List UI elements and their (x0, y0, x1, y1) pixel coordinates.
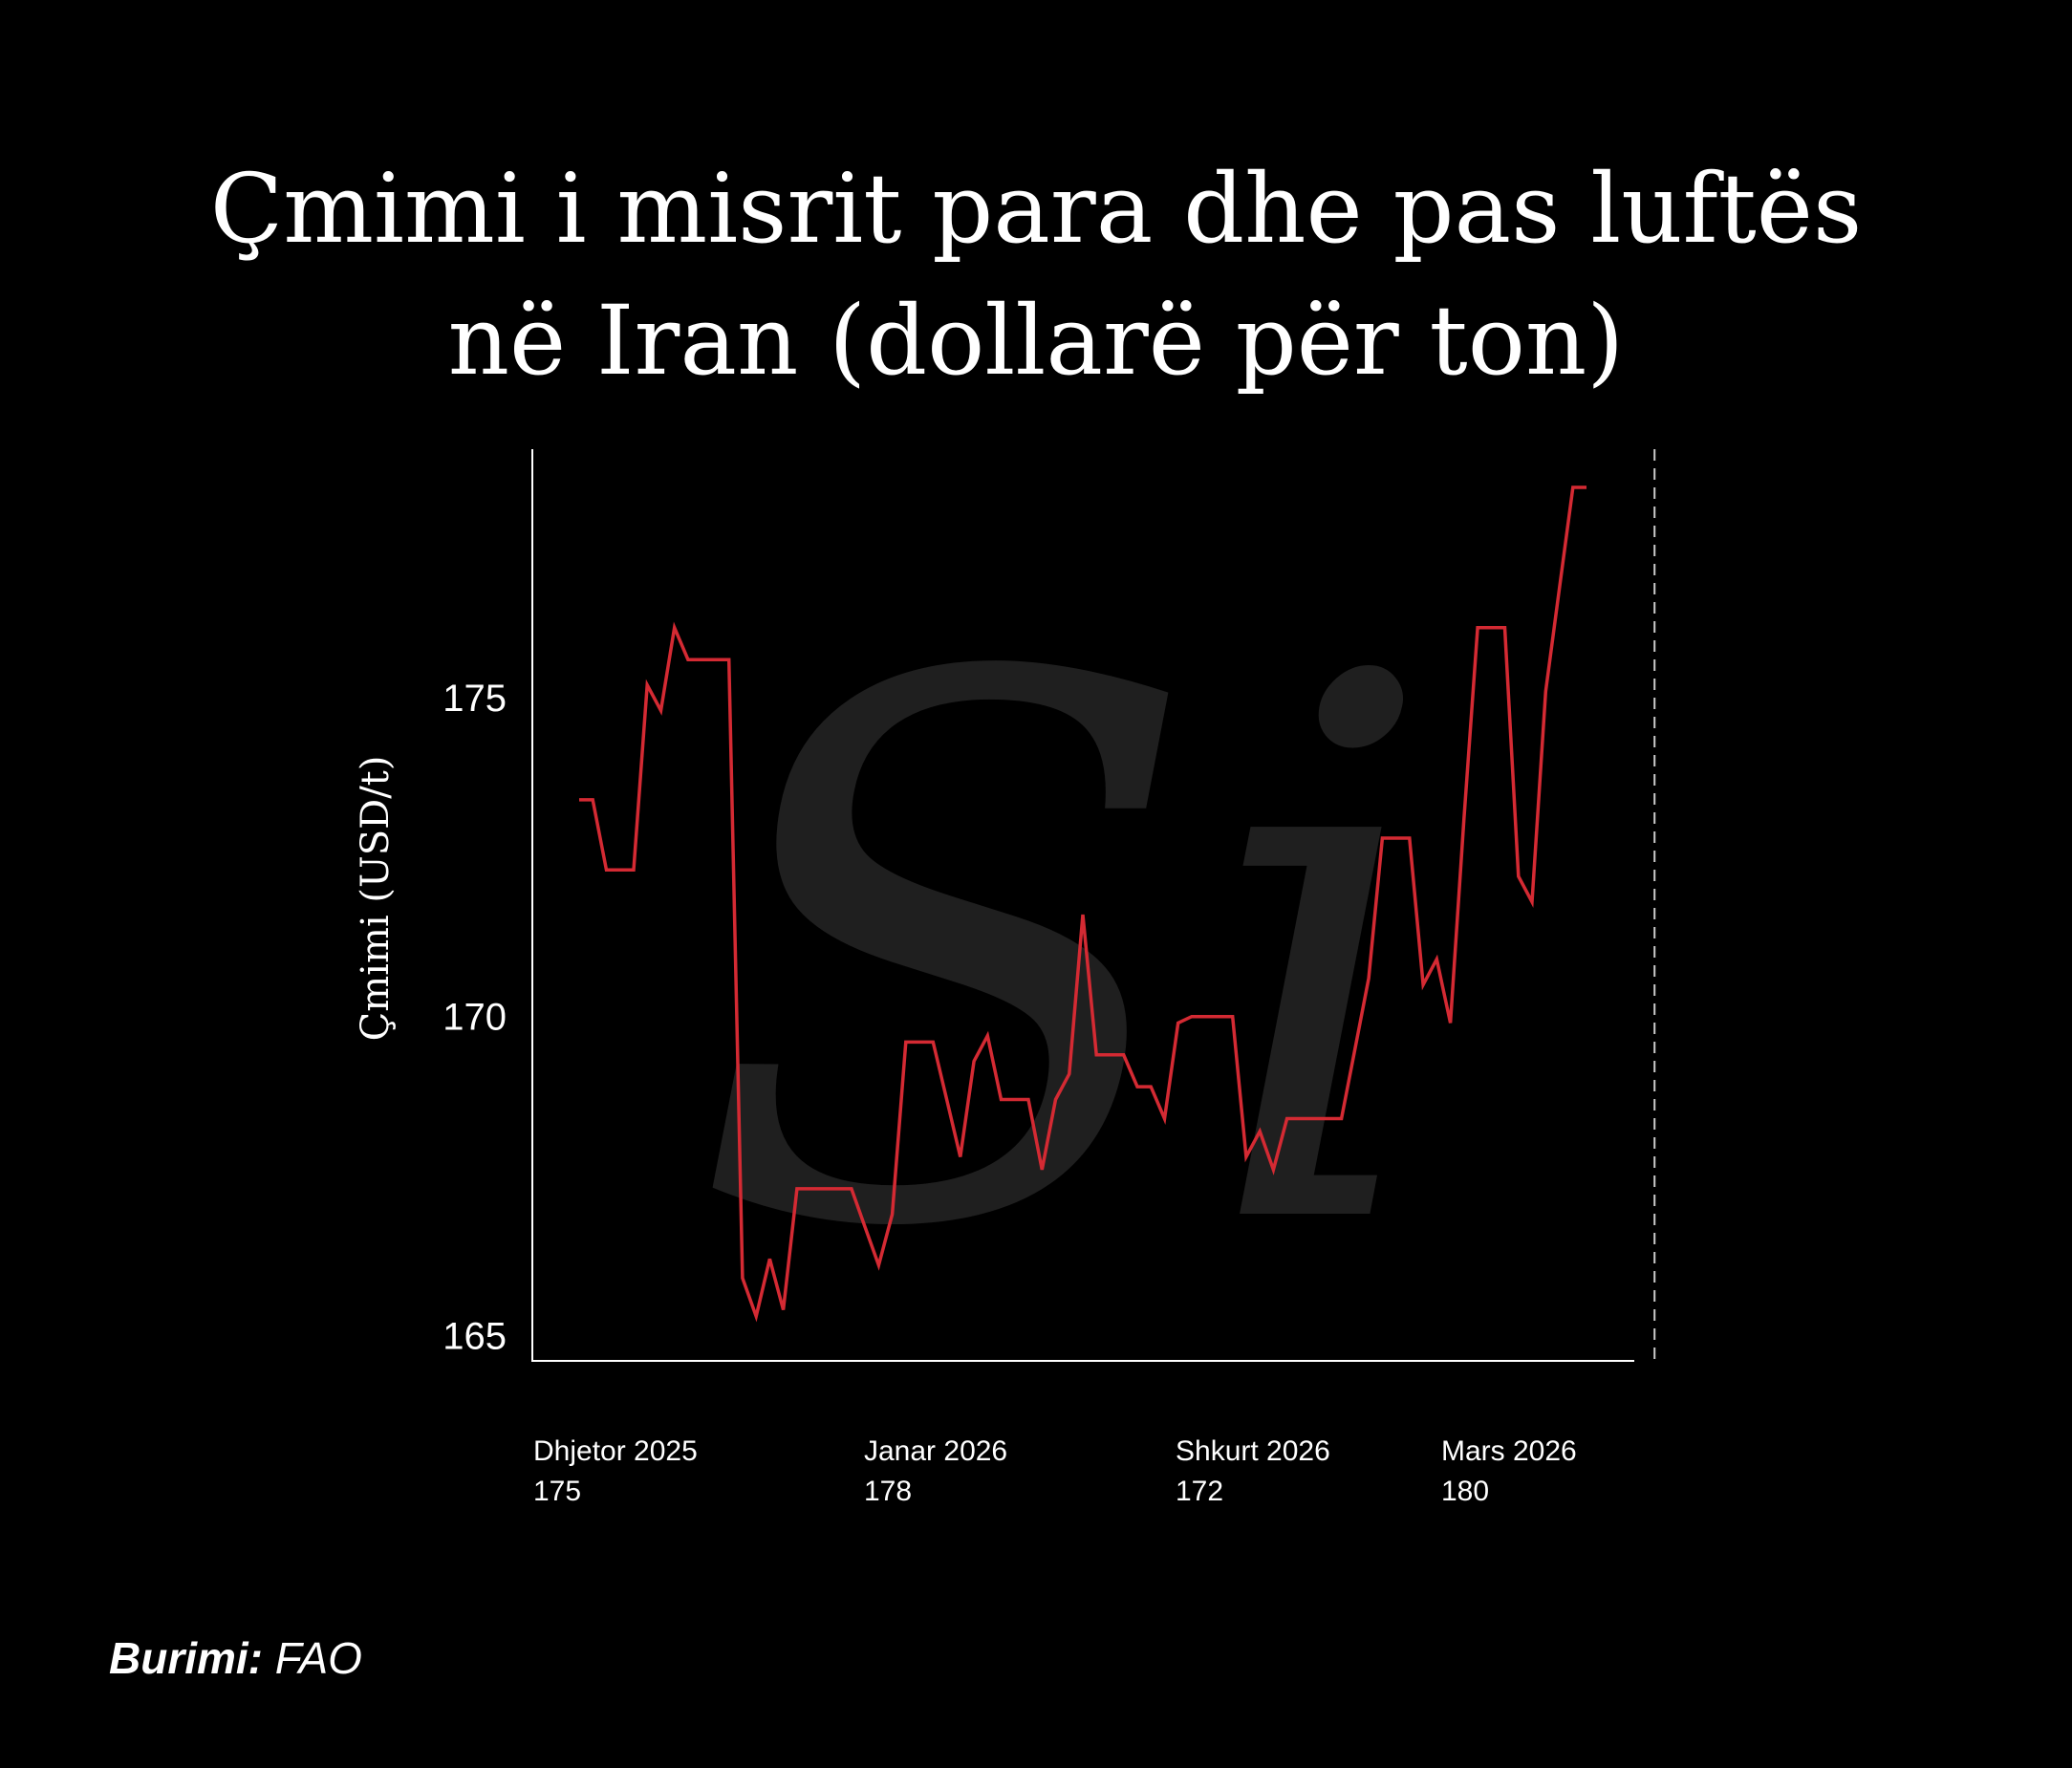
y-tick-label: 165 (442, 1315, 507, 1357)
x-tick-label: Janar 2026 (864, 1435, 1007, 1467)
watermark-logo: Si (691, 522, 1440, 1390)
watermark-logo-text: Si (691, 522, 1440, 1390)
x-tick-label: Mars 2026 (1441, 1435, 1577, 1467)
chart-title-line-1: Çmimi i misrit para dhe pas luftës (209, 153, 1863, 265)
source-value: FAO (274, 1633, 362, 1683)
y-tick-label: 175 (442, 678, 507, 720)
x-tick-label: Dhjetor 2025 (533, 1435, 698, 1467)
x-ticks: Dhjetor 2025 175 Janar 2026 178 Shkurt 2026 1… (533, 1435, 1577, 1507)
x-tick-label: Shkurt 2026 (1176, 1435, 1330, 1467)
series-group (578, 485, 1587, 1323)
x-tick-value: 178 (864, 1476, 912, 1507)
source-note: Burimi: FAO (109, 1632, 362, 1684)
chart-axes (531, 449, 1634, 1362)
source-label: Burimi: (109, 1633, 263, 1683)
y-axis-label: Çmimi (USD/t) (354, 756, 398, 1042)
chart-title-line-2: në Iran (dollarë për ton) (447, 285, 1625, 397)
y-ticks: 165 170 175 (442, 678, 507, 1357)
x-tick-value: 172 (1176, 1476, 1223, 1507)
x-tick-value: 175 (533, 1476, 581, 1507)
y-tick-label: 170 (442, 997, 507, 1039)
chart-title: Çmimi i misrit para dhe pas luftës në Ir… (0, 143, 2072, 407)
x-tick-value: 180 (1441, 1476, 1489, 1507)
